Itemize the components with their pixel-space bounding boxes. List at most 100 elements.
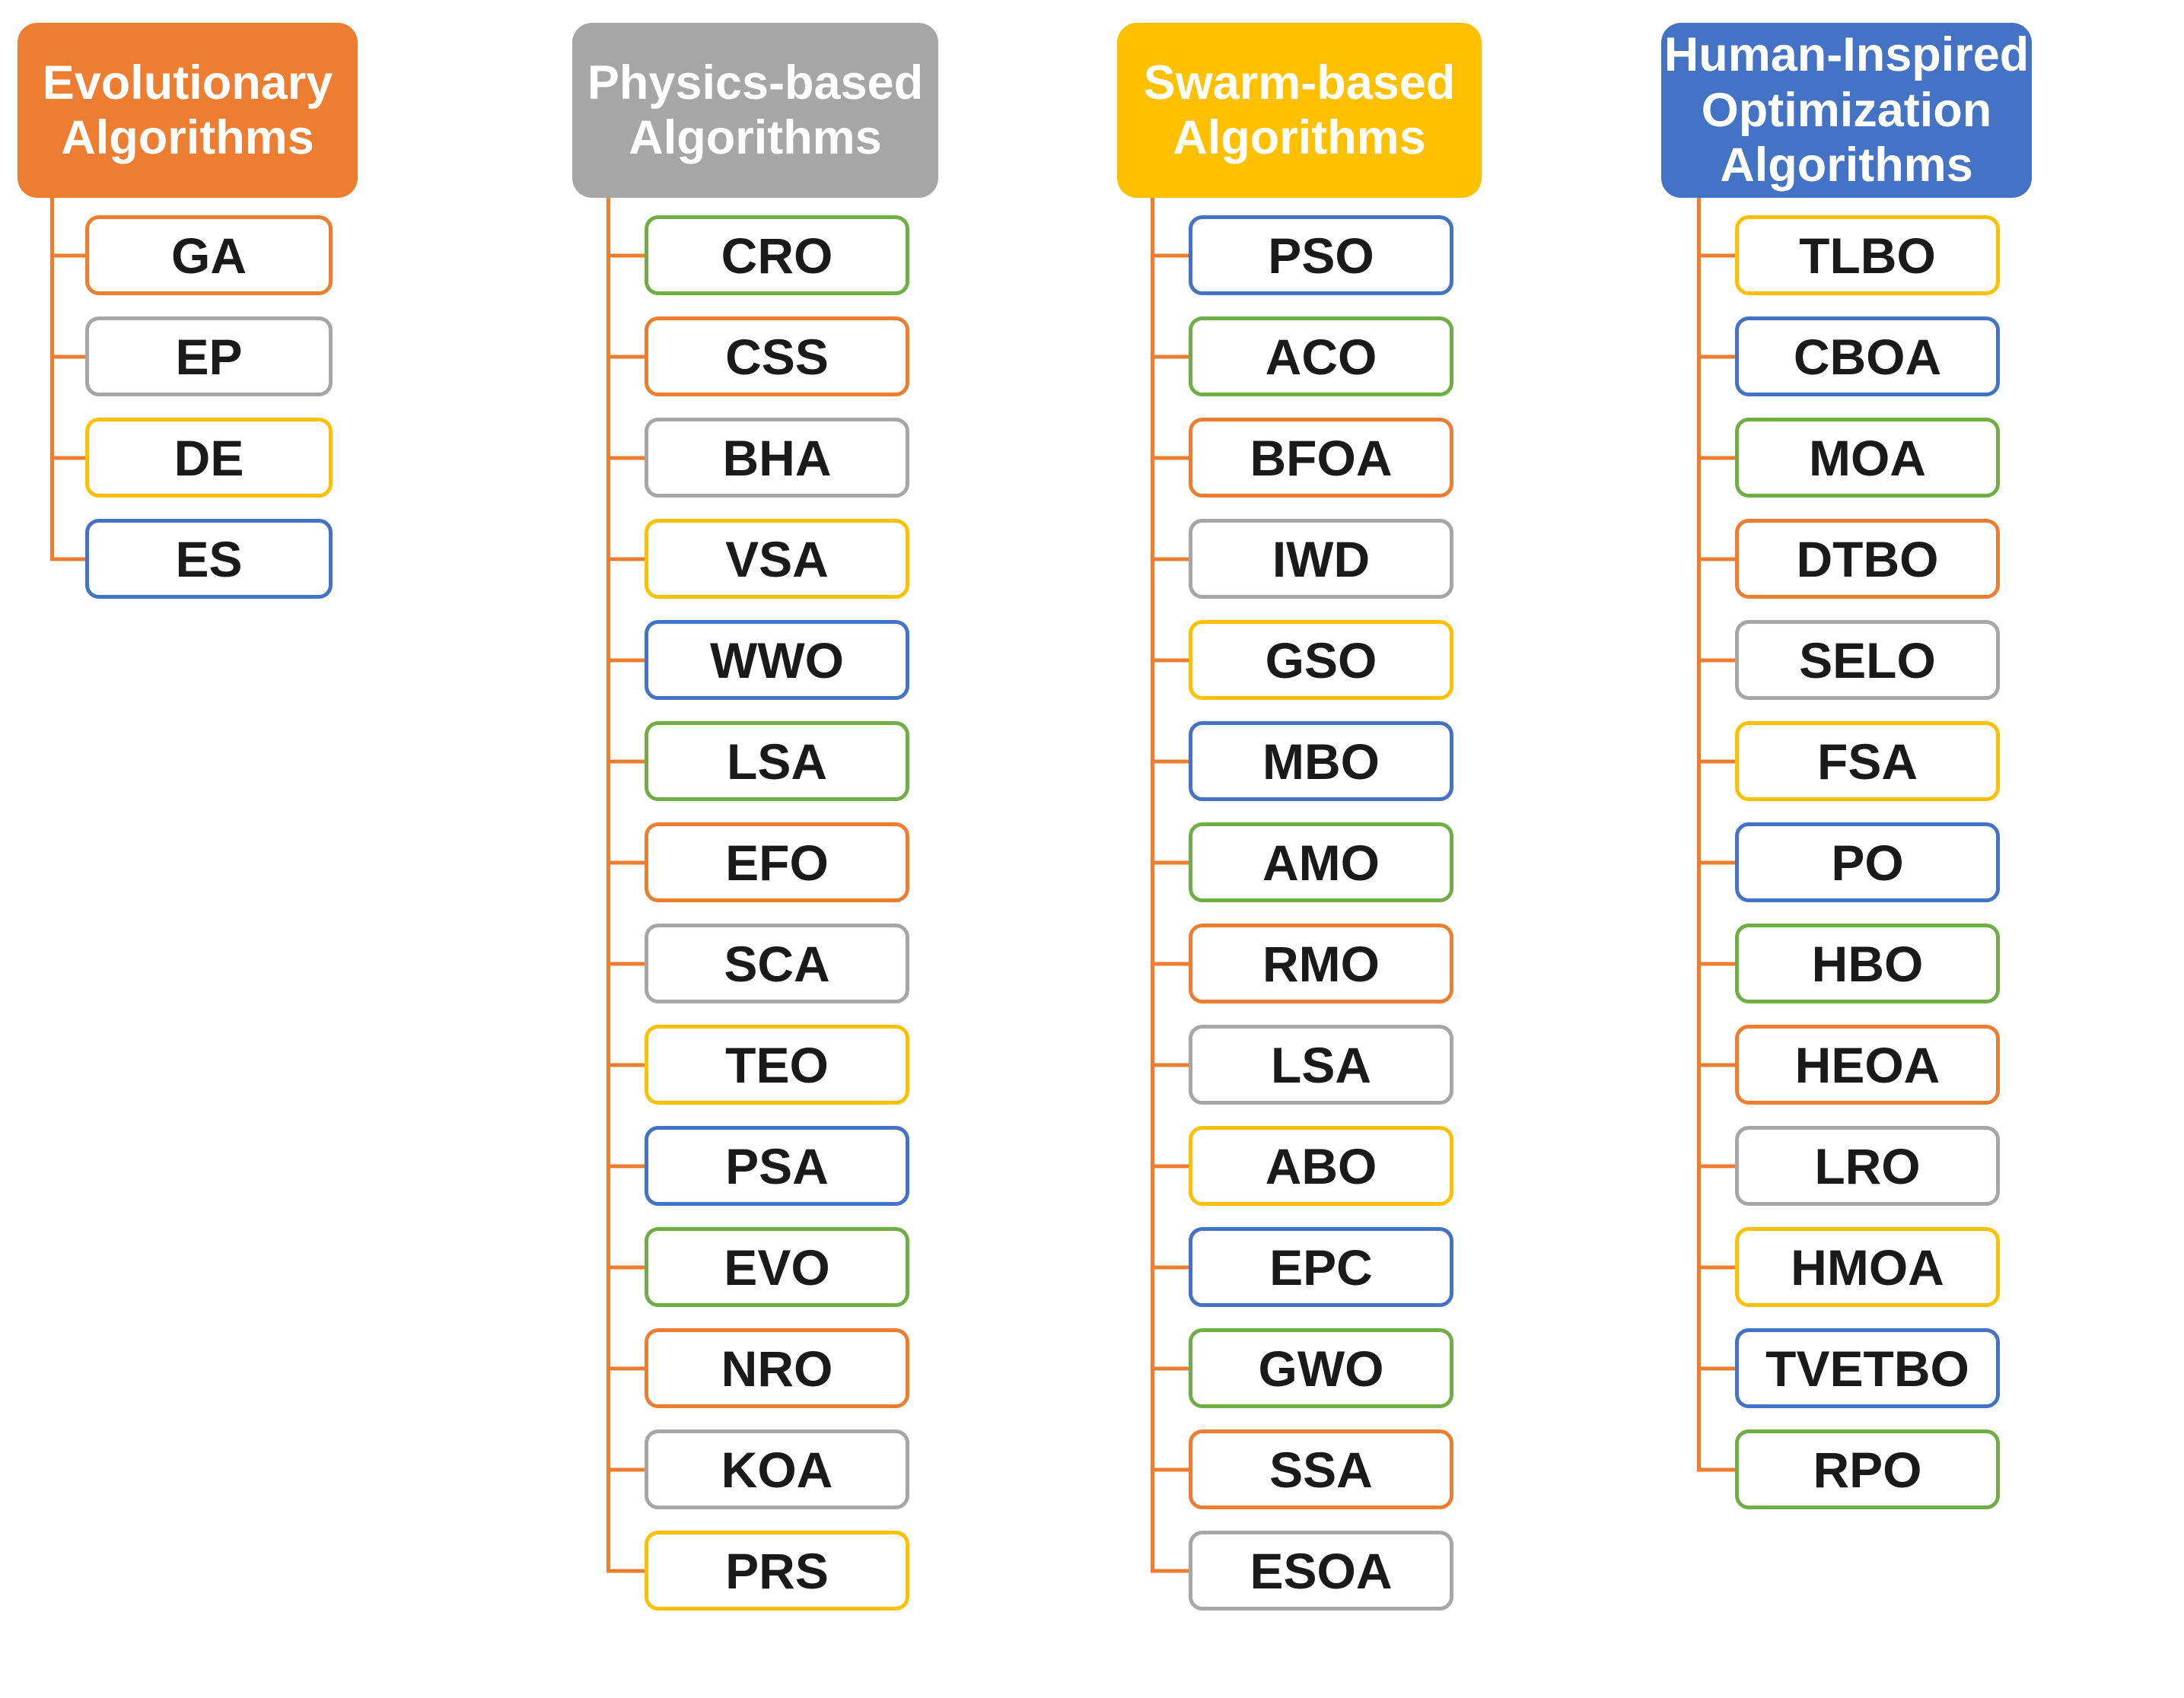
- connector-stub: [606, 253, 645, 257]
- algorithm-row: HBO: [1697, 924, 2000, 1003]
- category-header-evolutionary: Evolutionary Algorithms: [18, 23, 358, 198]
- connector-stub: [1697, 759, 1735, 763]
- algorithm-row: ACO: [1151, 316, 1453, 396]
- algorithm-list: GA EP DE ES: [50, 215, 333, 599]
- algorithm-row: WWO: [606, 620, 909, 700]
- algorithm-node-pso: PSO: [1189, 215, 1453, 295]
- connector-stub: [1151, 1265, 1189, 1269]
- connector-stub: [606, 557, 645, 561]
- algorithm-row: BHA: [606, 418, 909, 498]
- algorithm-node-mbo: MBO: [1189, 721, 1453, 801]
- algorithm-node-wwo: WWO: [645, 620, 909, 700]
- algorithm-row: AMO: [1151, 822, 1453, 902]
- algorithm-node-lsa: LSA: [645, 721, 909, 801]
- algorithm-node-selo: SELO: [1735, 620, 2000, 700]
- algorithm-row: BFOA: [1151, 418, 1453, 498]
- algorithm-list: CRO CSS BHA VSA WWO LSA EFO SCA TEO PSA EVO NRO KOA P…: [606, 215, 909, 1611]
- algorithm-node-lsa: LSA: [1189, 1025, 1453, 1105]
- connector-stub: [606, 759, 645, 763]
- connector-stub: [50, 355, 85, 358]
- algorithm-node-ssa: SSA: [1189, 1429, 1453, 1509]
- algorithm-node-abo: ABO: [1189, 1126, 1453, 1206]
- connector-stub: [1151, 860, 1189, 864]
- algorithm-node-gwo: GWO: [1189, 1328, 1453, 1408]
- algorithm-node-fsa: FSA: [1735, 721, 2000, 801]
- algorithm-node-efo: EFO: [645, 822, 909, 902]
- algorithm-row: ABO: [1151, 1126, 1453, 1206]
- algorithm-node-css: CSS: [645, 316, 909, 396]
- algorithm-row: SCA: [606, 924, 909, 1003]
- algorithm-node-tlbo: TLBO: [1735, 215, 2000, 295]
- connector-stub: [1697, 1063, 1735, 1067]
- algorithm-row: LSA: [1151, 1025, 1453, 1105]
- connector-stub: [1151, 253, 1189, 257]
- connector-stub: [606, 1164, 645, 1168]
- algorithm-row: DTBO: [1697, 519, 2000, 599]
- algorithm-node-sca: SCA: [645, 924, 909, 1003]
- connector-stub: [606, 456, 645, 459]
- connector-stub: [1151, 355, 1189, 358]
- algorithm-node-cro: CRO: [645, 215, 909, 295]
- algorithm-node-epc: EPC: [1189, 1227, 1453, 1307]
- category-column-human-inspired: Human-Inspired Optimization Algorithms T…: [1661, 23, 2032, 1509]
- connector-vertical-line: [606, 198, 610, 1571]
- connector-stub: [606, 962, 645, 965]
- connector-stub: [50, 557, 85, 561]
- connector-stub: [1697, 1164, 1735, 1168]
- connector-stub: [1697, 962, 1735, 965]
- connector-stub: [50, 253, 85, 257]
- algorithm-row: ESOA: [1151, 1531, 1453, 1611]
- algorithm-node-de: DE: [85, 418, 333, 498]
- connector-stub: [606, 355, 645, 358]
- algorithm-node-tvetbo: TVETBO: [1735, 1328, 2000, 1408]
- algorithm-row: CBOA: [1697, 316, 2000, 396]
- algorithm-row: GA: [50, 215, 333, 295]
- algorithm-node-lro: LRO: [1735, 1126, 2000, 1206]
- algorithm-node-gso: GSO: [1189, 620, 1453, 700]
- connector-stub: [606, 860, 645, 864]
- algorithm-row: HMOA: [1697, 1227, 2000, 1307]
- connector-stub: [1697, 355, 1735, 358]
- algorithm-row: NRO: [606, 1328, 909, 1408]
- algorithm-node-ga: GA: [85, 215, 333, 295]
- category-header-swarm-based: Swarm-based Algorithms: [1117, 23, 1482, 198]
- connector-vertical-line: [50, 198, 54, 559]
- algorithm-node-evo: EVO: [645, 1227, 909, 1307]
- algorithm-node-rmo: RMO: [1189, 924, 1453, 1003]
- connector-vertical-line: [1151, 198, 1154, 1571]
- algorithm-row: RMO: [1151, 924, 1453, 1003]
- connector-stub: [1697, 658, 1735, 662]
- algorithm-node-teo: TEO: [645, 1025, 909, 1105]
- algorithm-row: MOA: [1697, 418, 2000, 498]
- algorithm-node-aco: ACO: [1189, 316, 1453, 396]
- connector-stub: [50, 456, 85, 459]
- category-header-human-inspired: Human-Inspired Optimization Algorithms: [1661, 23, 2032, 198]
- connector-stub: [1697, 456, 1735, 459]
- connector-stub: [606, 1265, 645, 1269]
- algorithm-node-iwd: IWD: [1189, 519, 1453, 599]
- algorithm-list: PSO ACO BFOA IWD GSO MBO AMO RMO LSA ABO EPC GWO SSA…: [1151, 215, 1453, 1611]
- algorithm-node-po: PO: [1735, 822, 2000, 902]
- connector-vertical-line: [1697, 198, 1701, 1470]
- algorithm-node-moa: MOA: [1735, 418, 2000, 498]
- algorithm-row: GWO: [1151, 1328, 1453, 1408]
- connector-stub: [606, 1569, 645, 1572]
- algorithm-row: TVETBO: [1697, 1328, 2000, 1408]
- algorithm-node-bha: BHA: [645, 418, 909, 498]
- algorithm-row: EP: [50, 316, 333, 396]
- category-column-swarm-based: Swarm-based Algorithms PSO ACO BFOA IWD GSO M…: [1117, 23, 1482, 1611]
- algorithm-node-nro: NRO: [645, 1328, 909, 1408]
- algorithm-row: EFO: [606, 822, 909, 902]
- category-column-evolutionary: Evolutionary Algorithms GA EP DE ES: [18, 23, 358, 599]
- algorithm-node-bfoa: BFOA: [1189, 418, 1453, 498]
- connector-stub: [606, 1467, 645, 1471]
- algorithm-row: PRS: [606, 1531, 909, 1611]
- algorithm-node-amo: AMO: [1189, 822, 1453, 902]
- algorithm-row: DE: [50, 418, 333, 498]
- algorithm-node-rpo: RPO: [1735, 1429, 2000, 1509]
- algorithm-row: PO: [1697, 822, 2000, 902]
- algorithm-row: LRO: [1697, 1126, 2000, 1206]
- algorithm-row: RPO: [1697, 1429, 2000, 1509]
- connector-stub: [1151, 962, 1189, 965]
- connector-stub: [1697, 557, 1735, 561]
